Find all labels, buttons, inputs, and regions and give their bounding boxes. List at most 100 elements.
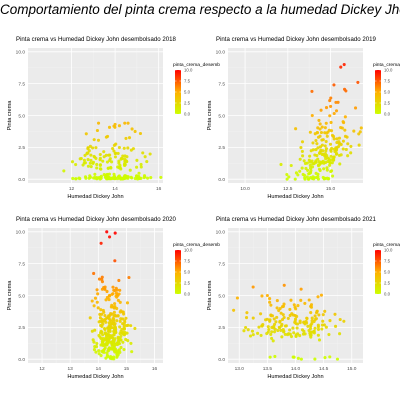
scatter-point	[332, 83, 335, 86]
scatter-point	[319, 149, 322, 152]
scatter-point	[100, 175, 103, 178]
scatter-point	[273, 355, 276, 358]
scatter-point	[257, 326, 260, 329]
scatter-point	[245, 316, 248, 319]
scatter-point	[118, 325, 121, 328]
colorbar-label: 7.5	[384, 259, 391, 264]
scatter-point	[356, 81, 359, 84]
scatter-point	[99, 163, 102, 166]
scatter-point	[349, 151, 352, 154]
scatter-point	[333, 155, 336, 158]
scatter-point	[283, 284, 286, 287]
scatter-point	[319, 122, 322, 125]
scatter-point	[89, 154, 92, 157]
scatter-point	[94, 146, 97, 149]
scatter-point	[280, 335, 283, 338]
scatter-point	[330, 121, 333, 124]
y-tick-label: 10.0	[16, 230, 26, 236]
scatter-point	[317, 119, 320, 122]
scatter-point	[108, 235, 111, 238]
scatter-point	[321, 125, 324, 128]
colorbar-label: 10.0	[384, 248, 393, 253]
scatter-point	[252, 333, 255, 336]
scatter-point	[280, 312, 283, 315]
scatter-point	[102, 309, 105, 312]
scatter-point	[360, 126, 363, 129]
scatter-point	[328, 355, 331, 358]
scatter-point	[266, 294, 269, 297]
legend-title: pinta_crema_desemb	[173, 242, 220, 248]
scatter-point	[302, 173, 305, 176]
scatter-point	[324, 152, 327, 155]
scatter-point	[299, 146, 302, 149]
scatter-point	[114, 232, 117, 235]
scatter-point	[358, 144, 361, 147]
panel-title: Pinta crema vs Humedad Dickey John desem…	[216, 216, 376, 223]
scatter-point	[317, 324, 320, 327]
scatter-point	[320, 131, 323, 134]
scatter-point	[308, 159, 311, 162]
scatter-point	[146, 177, 149, 180]
scatter-point	[260, 334, 263, 337]
scatter-point	[124, 137, 127, 140]
scatter-point	[329, 143, 332, 146]
scatter-point	[117, 160, 120, 163]
scatter-point	[290, 164, 293, 167]
scatter-point	[345, 148, 348, 151]
scatter-point	[342, 140, 345, 143]
scatter-point	[251, 330, 254, 333]
colorbar-label: 10.0	[384, 68, 393, 73]
x-tick-label: 16	[156, 186, 162, 192]
scatter-point	[95, 288, 98, 291]
scatter-point	[343, 129, 346, 132]
scatter-point	[159, 176, 162, 179]
scatter-point	[295, 171, 298, 174]
scatter-point	[328, 129, 331, 132]
scatter-point	[249, 334, 252, 337]
scatter-point	[305, 317, 308, 320]
scatter-point	[112, 356, 115, 359]
scatter-point	[292, 331, 295, 334]
scatter-point	[92, 272, 95, 275]
colorbar-label: 2.5	[384, 281, 391, 286]
scatter-point	[90, 165, 93, 168]
scatter-point	[338, 162, 341, 165]
scatter-point	[109, 355, 112, 358]
scatter-point	[303, 302, 306, 305]
colorbar-label: 10.0	[184, 68, 193, 73]
scatter-point	[105, 230, 108, 233]
scatter-point	[115, 292, 118, 295]
scatter-point	[323, 310, 326, 313]
scatter-point	[103, 327, 106, 330]
scatter-point	[114, 123, 117, 126]
scatter-point	[298, 170, 301, 173]
scatter-point	[126, 146, 129, 149]
y-tick-label: 5.0	[218, 113, 225, 119]
scatter-point	[128, 136, 131, 139]
scatter-point	[325, 122, 328, 125]
scatter-point	[268, 297, 271, 300]
scatter-point	[95, 342, 98, 345]
scatter-point	[115, 287, 118, 290]
scatter-point	[112, 289, 115, 292]
scatter-point	[300, 358, 303, 361]
x-axis-label: Humedad Dickey John	[267, 194, 323, 200]
scatter-point	[133, 327, 136, 330]
panel-title: Pinta crema vs Humedad Dickey John desem…	[16, 36, 176, 43]
x-tick-label: 14	[112, 186, 118, 192]
scatter-point	[93, 173, 96, 176]
scatter-point	[108, 346, 111, 349]
scatter-point	[309, 164, 312, 167]
y-tick-label: 7.5	[18, 81, 25, 87]
colorbar-label: 7.5	[184, 259, 191, 264]
scatter-point	[340, 153, 343, 156]
scatter-point	[113, 314, 116, 317]
scatter-point	[108, 173, 111, 176]
scatter-point	[109, 312, 112, 315]
y-tick-label: 0.0	[218, 357, 225, 363]
scatter-point	[100, 242, 103, 245]
scatter-point	[290, 312, 293, 315]
scatter-point	[275, 316, 278, 319]
scatter-point	[336, 358, 339, 361]
